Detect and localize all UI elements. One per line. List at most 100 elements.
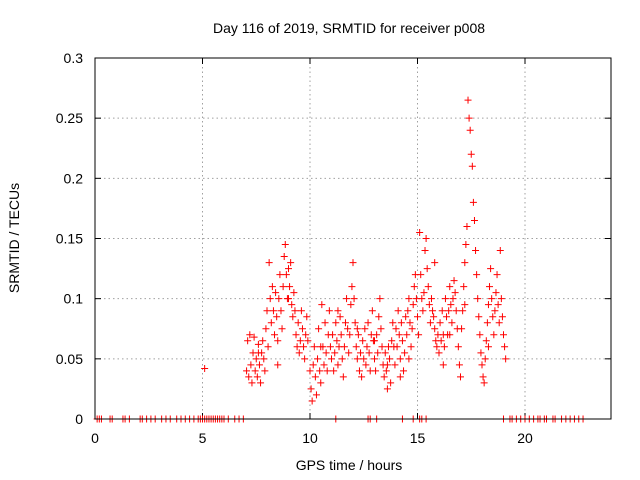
data-point — [459, 307, 467, 315]
data-point — [325, 307, 333, 315]
data-point — [478, 361, 486, 369]
data-point — [247, 361, 255, 369]
data-point — [469, 198, 477, 206]
data-point — [457, 373, 464, 381]
y-tick-label: 0.25 — [56, 110, 83, 126]
data-point — [326, 343, 334, 351]
data-point — [430, 313, 438, 321]
data-point — [278, 325, 286, 333]
data-point — [488, 295, 496, 303]
data-point — [409, 301, 417, 309]
data-point — [271, 331, 279, 339]
data-point — [285, 265, 292, 273]
data-point — [371, 337, 378, 345]
data-point — [458, 325, 466, 333]
data-point — [468, 162, 476, 170]
data-point — [318, 301, 326, 309]
data-point — [422, 235, 430, 242]
data-point — [438, 307, 446, 315]
data-point — [403, 331, 411, 339]
data-point — [363, 343, 371, 351]
data-point — [433, 343, 441, 351]
data-point — [448, 319, 456, 327]
data-point — [464, 96, 472, 104]
data-point — [416, 228, 424, 236]
data-point — [467, 150, 475, 158]
data-point — [244, 337, 252, 345]
data-point — [402, 313, 410, 321]
data-point — [420, 289, 428, 297]
data-point — [288, 301, 296, 309]
data-point — [316, 367, 324, 375]
data-point — [339, 373, 347, 381]
data-point — [410, 283, 418, 291]
data-point — [362, 361, 370, 369]
data-point — [329, 331, 337, 339]
data-point — [462, 241, 470, 249]
data-point — [494, 301, 502, 309]
data-point — [267, 319, 275, 327]
data-point — [449, 295, 457, 303]
x-axis-label: GPS time / hours — [296, 457, 403, 473]
x-tick-labels: 0 5 10 15 20 — [91, 430, 533, 446]
data-point — [355, 367, 363, 375]
data-point — [266, 295, 274, 303]
data-point — [353, 355, 361, 363]
data-point — [333, 337, 341, 345]
data-point — [429, 307, 437, 315]
data-point — [376, 295, 384, 303]
data-point — [328, 355, 335, 363]
data-point — [461, 301, 469, 309]
data-point — [330, 367, 338, 375]
data-point — [245, 373, 253, 381]
data-point — [401, 349, 409, 357]
data-point — [396, 355, 404, 363]
data-point — [317, 379, 325, 387]
data-point — [352, 343, 360, 351]
data-point — [308, 397, 316, 405]
data-point — [492, 289, 500, 297]
data-point — [493, 271, 501, 279]
data-point — [373, 331, 381, 339]
data-point — [461, 259, 469, 267]
data-point — [354, 331, 362, 339]
data-point — [484, 301, 492, 309]
data-point — [257, 379, 265, 387]
y-tick-labels: 0 0.05 0.1 0.15 0.2 0.25 0.3 — [56, 50, 83, 427]
data-point — [391, 361, 399, 369]
data-point — [292, 331, 300, 339]
data-point — [405, 295, 413, 303]
data-point — [371, 355, 378, 363]
data-point — [274, 361, 282, 369]
data-point — [344, 325, 352, 333]
data-point — [243, 367, 251, 375]
data-point — [357, 349, 365, 357]
data-point — [346, 331, 354, 339]
data-point — [487, 265, 495, 273]
data-point — [383, 385, 391, 393]
data-point — [272, 289, 280, 297]
data-point — [441, 295, 449, 303]
data-point — [497, 295, 505, 303]
data-point — [312, 391, 320, 399]
data-point — [393, 343, 401, 351]
data-point — [285, 295, 292, 303]
data-point — [273, 313, 281, 321]
data-point — [417, 271, 425, 279]
data-point — [290, 289, 298, 297]
data-point — [483, 319, 491, 327]
data-point — [381, 349, 389, 357]
data-point — [259, 337, 267, 345]
data-point — [332, 319, 340, 327]
data-point — [250, 333, 258, 341]
data-point — [400, 367, 408, 375]
data-point — [358, 373, 366, 381]
data-point — [446, 283, 454, 291]
y-tick-label: 0 — [75, 411, 83, 427]
data-point — [495, 319, 503, 327]
data-point — [341, 319, 349, 327]
data-point — [320, 361, 328, 369]
y-tick-label: 0.05 — [56, 351, 83, 367]
data-point — [296, 337, 304, 345]
